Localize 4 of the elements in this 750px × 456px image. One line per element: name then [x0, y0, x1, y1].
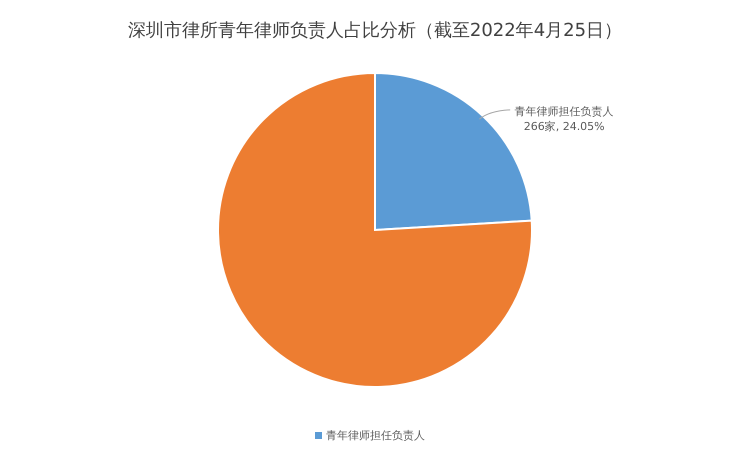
slice-label: 青年律师担任负责人: [514, 104, 614, 118]
data-label: 266家, 24.05%: [524, 120, 605, 133]
legend-label: 青年律师担任负责人: [326, 429, 425, 442]
chart-title: 深圳市律所青年律师负责人占比分析（截至2022年4月25日）: [128, 20, 622, 41]
